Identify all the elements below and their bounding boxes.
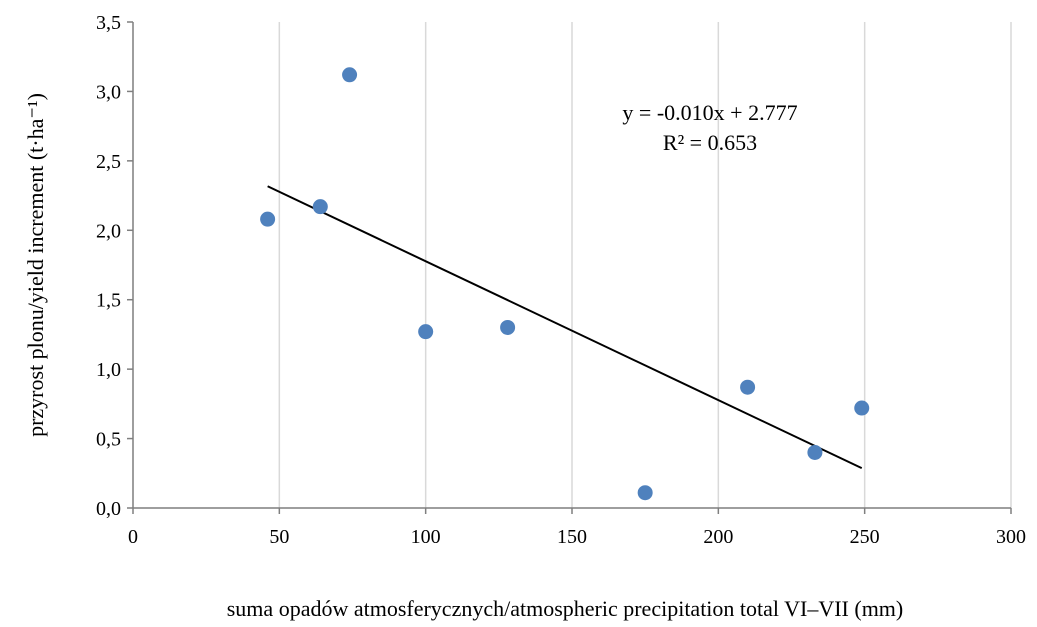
data-point — [740, 379, 756, 395]
data-point — [854, 400, 870, 416]
y-tick-label: 2,0 — [96, 220, 121, 242]
data-point — [807, 444, 823, 460]
x-tick-label: 100 — [411, 526, 441, 548]
trendline-group — [267, 185, 863, 470]
y-tick-label: 0,5 — [96, 429, 121, 451]
axes — [127, 21, 1012, 514]
x-tick-label: 250 — [850, 526, 880, 548]
x-tick-label: 200 — [703, 526, 733, 548]
y-tick-label: 1,0 — [96, 359, 121, 381]
data-points — [260, 67, 870, 501]
y-axis-title: przyrost plonu/yield increment (t·ha⁻¹) — [23, 93, 48, 437]
y-tick-label: 3,5 — [96, 12, 121, 34]
trendline-r-squared: R² = 0.653 — [663, 130, 757, 155]
data-point — [312, 199, 328, 215]
data-point — [418, 324, 434, 340]
data-point — [260, 211, 276, 227]
y-tick-label: 2,5 — [96, 151, 121, 173]
x-axis-title: suma opadów atmosferycznych/atmospheric … — [227, 596, 904, 621]
x-tick-label: 0 — [128, 526, 138, 548]
y-tick-label: 0,0 — [96, 498, 121, 520]
trendline — [267, 185, 863, 470]
data-point — [637, 485, 653, 501]
x-tick-label: 150 — [557, 526, 587, 548]
y-tick-label: 3,0 — [96, 81, 121, 103]
y-tick-labels: 0,0 0,5 1,0 1,5 2,0 2,5 3,0 3,5 — [96, 12, 121, 520]
y-tick-label: 1,5 — [96, 290, 121, 312]
x-tick-label: 50 — [269, 526, 289, 548]
trendline-equation: y = -0.010x + 2.777 — [622, 100, 797, 125]
gridlines — [278, 22, 1012, 508]
data-point — [342, 67, 358, 83]
x-tick-labels: 0 50 100 150 200 250 300 — [128, 526, 1026, 548]
x-tick-label: 300 — [996, 526, 1026, 548]
data-point — [500, 319, 516, 335]
